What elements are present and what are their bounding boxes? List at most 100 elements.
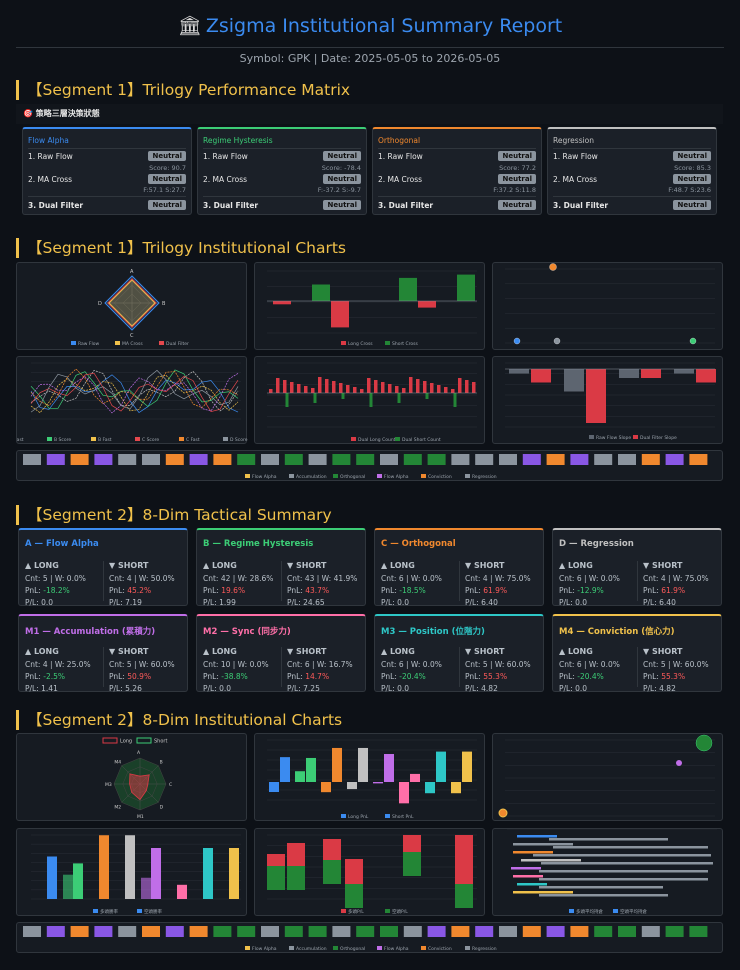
row-raw-flow: 1. Raw Flow Neutral [553,151,711,162]
legend-swatch [341,909,346,913]
short-pl: P/L: 4.82 [643,684,676,693]
row-label: 2. MA Cross [553,175,598,184]
legend-label: Raw Flow [78,341,99,347]
short-pl: P/L: 4.82 [465,684,498,693]
pnl-label: PnL: [643,586,659,595]
card-divider [203,148,361,149]
score-series-line [30,369,239,412]
pnl-bar-long [269,782,279,793]
heat-cell [94,454,113,465]
long-pnl: PnL: -12.9% [559,586,639,595]
legend-swatch [395,437,400,441]
legend-swatch [465,946,470,950]
radar-axis-label: A [137,750,141,756]
count-bar-short [453,393,457,407]
short-column: ▼ SHORT Cnt: 4 | W: 50.0% PnL: 45.2% P/L: 7… [109,561,189,610]
legend-label: Long PnL [348,814,369,820]
legend-swatch [385,909,390,913]
bar [331,301,349,328]
radar-axis-label: M2 [114,805,121,811]
pnl-bar-short [384,754,394,782]
title-text: Zsigma Institutional Summary Report [205,15,563,37]
pnl-bar-chart: Long PnL Short PnL [254,733,485,821]
pl-bar-short [323,860,341,884]
card-divider [28,196,186,197]
heat-cell [213,926,232,937]
tactical-card: A — Flow Alpha ▲ LONG Cnt: 5 | W: 0.0% PnL:… [18,528,188,607]
heat-cell [118,454,137,465]
long-pl: P/L: 0.0 [559,598,588,607]
legend-label: Orthogonal [340,474,365,480]
radar-chart-2: A B C D M1 M2 M3 M4 Long Short [16,733,247,821]
heat-cell [356,926,375,937]
heat-cell [332,926,351,937]
winrate-bar-short [203,848,213,899]
card-name: Orthogonal [378,136,421,145]
card-divider [553,148,711,149]
pl-bar-short [455,884,473,908]
card-divider [203,196,361,197]
long-pl: P/L: 0.0 [381,598,410,607]
count-bar-long [451,389,455,393]
long-column: ▲ LONG Cnt: 6 | W: 0.0% PnL: -18.5% P/L: 0.… [381,561,461,610]
count-bar-short [369,393,373,407]
legend-label: 多頭平均持倉 [576,908,603,915]
heat-cell [165,454,184,465]
legend-swatch [223,437,228,441]
status-badge: Neutral [323,174,361,184]
trilogy-card: Flow Alpha 1. Raw Flow Neutral Score: 90.7 2… [22,127,192,215]
heat-cell [546,926,565,937]
short-pnl-value: 50.9% [127,672,152,681]
pnl-bar-long [295,771,305,782]
slope-bar-dual [586,369,606,423]
card-name: Flow Alpha [28,136,69,145]
short-count: Cnt: 5 | W: 60.0% [643,660,709,669]
radar-series-ma-cross [108,279,156,327]
pl-bar-short [403,852,421,876]
scatter-point [695,734,713,752]
heat-cell [237,454,256,465]
legend-swatch [91,437,96,441]
hold-bar-short [549,838,668,841]
slope-bar-raw [509,369,529,374]
short-header: ▼ SHORT [287,561,327,570]
pnl-bar-short [306,757,316,782]
heat-cell [475,926,494,937]
pnl-bar-long [425,782,435,794]
heat-cell [213,454,232,465]
short-pnl: PnL: 43.7% [287,586,367,595]
legend-label: 多頭P/L [348,908,364,915]
report-subtitle: Symbol: GPK | Date: 2025-05-05 to 2026-0… [239,52,501,65]
seg1-heading: 【Segment 1】Trilogy Performance Matrix [16,80,350,100]
column-divider [103,561,104,601]
short-pl: P/L: 5.26 [109,684,142,693]
row-ma-cross: 2. MA Cross Neutral [203,174,361,185]
legend-label: Short [154,739,167,745]
hold-bar-short [539,894,668,897]
divider [16,47,724,48]
short-pnl-value: 55.3% [661,672,686,681]
slope-bar-dual [641,369,661,378]
hold-bar-long [521,859,581,862]
card-name: M4 — Conviction (信心力) [559,627,675,637]
heat-cell [522,926,541,937]
long-pl: P/L: 0.0 [25,598,54,607]
heat-cell [308,454,327,465]
long-count: Cnt: 6 | W: 0.0% [559,574,620,583]
heat-cell [380,926,398,937]
short-pnl: PnL: 50.9% [109,672,189,681]
count-bar-long [374,380,378,393]
heat-cell [475,454,494,465]
short-pnl-value: 61.9% [483,586,508,595]
heat-cell [665,454,684,465]
heat-cell [499,926,517,937]
tactical-card: B — Regime Hysteresis ▲ LONG Cnt: 42 | W: … [196,528,367,607]
status-badge: Neutral [498,151,536,161]
legend-label: Orthogonal [340,946,365,952]
short-header: ▼ SHORT [643,647,683,656]
short-pnl: PnL: 61.9% [643,586,723,595]
legend-label: 空頭平均持倉 [620,908,647,915]
scatter-point [498,808,508,818]
row-raw-flow: 1. Raw Flow Neutral [28,151,186,162]
long-column: ▲ LONG Cnt: 6 | W: 0.0% PnL: -12.9% P/L: 0.… [559,561,639,610]
